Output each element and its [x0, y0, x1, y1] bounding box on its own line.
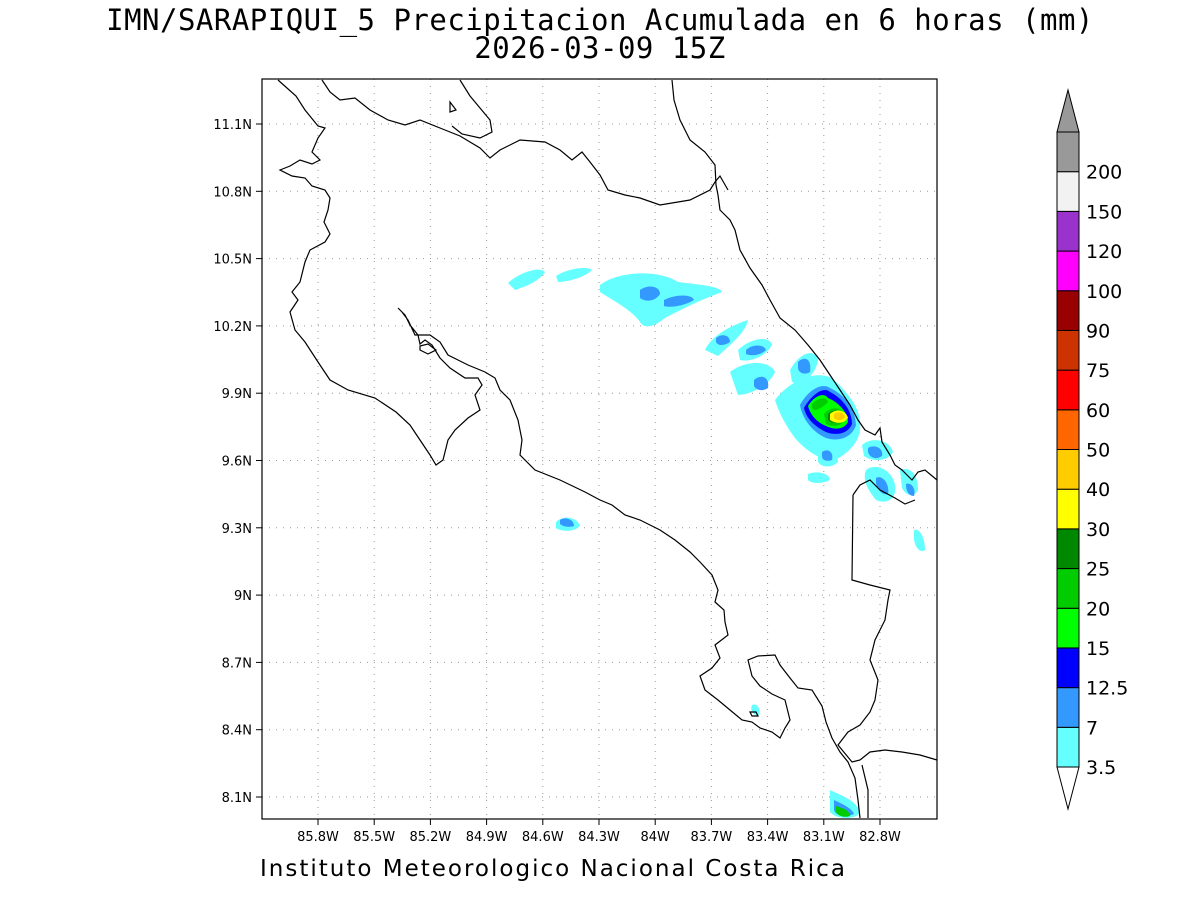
legend-label: 60 — [1086, 400, 1110, 422]
credit-text: Instituto Meteorologico Nacional Costa R… — [260, 856, 847, 882]
precipitation-shading — [508, 268, 925, 818]
y-tick-label: 10.2N — [213, 320, 252, 335]
precip-area — [560, 518, 574, 527]
precip-area — [812, 398, 828, 410]
y-tick-label: 9.6N — [222, 455, 252, 470]
legend-label: 100 — [1086, 281, 1122, 303]
legend-swatch — [1056, 409, 1080, 450]
precip-area — [868, 446, 883, 459]
precip-area — [508, 269, 545, 290]
legend-swatch — [1056, 131, 1080, 173]
legend-label: 90 — [1086, 320, 1110, 342]
legend-top-arrow — [1056, 88, 1080, 133]
legend-label: 75 — [1086, 360, 1110, 382]
legend-label: 40 — [1086, 479, 1110, 501]
legend-label: 3.5 — [1086, 757, 1116, 779]
x-tick-label: 84.9W — [466, 830, 508, 845]
legend-label: 12.5 — [1086, 678, 1128, 700]
precip-area — [746, 345, 766, 356]
map-title: IMN/SARAPIQUI_5 Precipitacion Acumulada … — [106, 3, 1094, 37]
legend-label: 30 — [1086, 519, 1110, 541]
precip-area — [914, 529, 925, 552]
x-tick-label: 85.5W — [353, 830, 395, 845]
legend-swatch — [1056, 210, 1080, 252]
x-tick-label: 84.3W — [578, 830, 620, 845]
legend-swatch — [1056, 329, 1080, 371]
precip-area — [664, 295, 694, 307]
legend-swatch — [1056, 528, 1080, 570]
precip-area — [556, 268, 592, 282]
x-tick-label: 83.1W — [803, 830, 845, 845]
legend-bottom-arrow — [1056, 766, 1080, 811]
map-valid-time: 2026-03-09 15Z — [474, 31, 726, 65]
y-tick-label: 9.9N — [222, 387, 252, 402]
y-tick-label: 8.4N — [222, 724, 252, 739]
legend-swatch — [1056, 171, 1080, 212]
legend-label: 20 — [1086, 598, 1110, 620]
coastline — [277, 79, 938, 819]
precip-area — [754, 376, 769, 391]
x-tick-label: 83.7W — [690, 830, 732, 845]
legend-label: 120 — [1086, 241, 1122, 263]
precip-area — [808, 472, 830, 483]
legend-label: 25 — [1086, 559, 1110, 581]
legend-swatch — [1056, 726, 1080, 768]
legend-label: 15 — [1086, 638, 1110, 660]
axis-ticks: 85.8W 85.5W 85.2W 84.9W 84.6W 84.3W 84W 83.7W 83… — [213, 118, 901, 845]
y-tick-label: 8.7N — [222, 656, 252, 671]
precip-area — [600, 273, 722, 327]
legend-label: 200 — [1086, 162, 1122, 184]
y-tick-label: 8.1N — [222, 791, 252, 806]
x-tick-label: 85.2W — [409, 830, 451, 845]
legend-swatch — [1056, 250, 1080, 292]
y-tick-label: 10.5N — [213, 253, 252, 268]
precip-area — [640, 286, 660, 301]
legend-swatch — [1056, 369, 1080, 411]
precip-area — [834, 412, 845, 421]
x-tick-label: 82.8W — [859, 830, 901, 845]
precip-area — [836, 806, 850, 817]
legend-swatch — [1056, 290, 1080, 331]
legend-swatch — [1056, 607, 1080, 649]
precip-area — [906, 483, 915, 496]
legend-swatch — [1056, 568, 1080, 609]
y-tick-label: 11.1N — [213, 118, 252, 133]
legend-label: 7 — [1086, 717, 1098, 739]
y-tick-label: 9.3N — [222, 522, 252, 537]
x-tick-label: 84W — [640, 830, 670, 845]
legend-swatch — [1056, 687, 1080, 728]
legend-swatch — [1056, 488, 1080, 530]
color-legend: 3.5 7 12.5 15 20 25 30 40 50 60 75 90 100 120 150 200 — [1056, 88, 1128, 811]
legend-swatch — [1056, 449, 1080, 490]
precip-area — [730, 363, 775, 395]
precip-area — [798, 358, 811, 374]
precip-area — [751, 704, 760, 716]
legend-label: 50 — [1086, 440, 1110, 462]
y-tick-label: 9N — [234, 589, 252, 604]
x-tick-label: 85.8W — [297, 830, 339, 845]
precip-area — [876, 477, 889, 495]
legend-label: 150 — [1086, 201, 1122, 223]
legend-swatch — [1056, 647, 1080, 689]
y-tick-label: 10.8N — [213, 185, 252, 200]
precip-area — [822, 450, 833, 461]
precip-area — [716, 335, 730, 345]
x-tick-label: 83.4W — [747, 830, 789, 845]
x-tick-label: 84.6W — [522, 830, 564, 845]
